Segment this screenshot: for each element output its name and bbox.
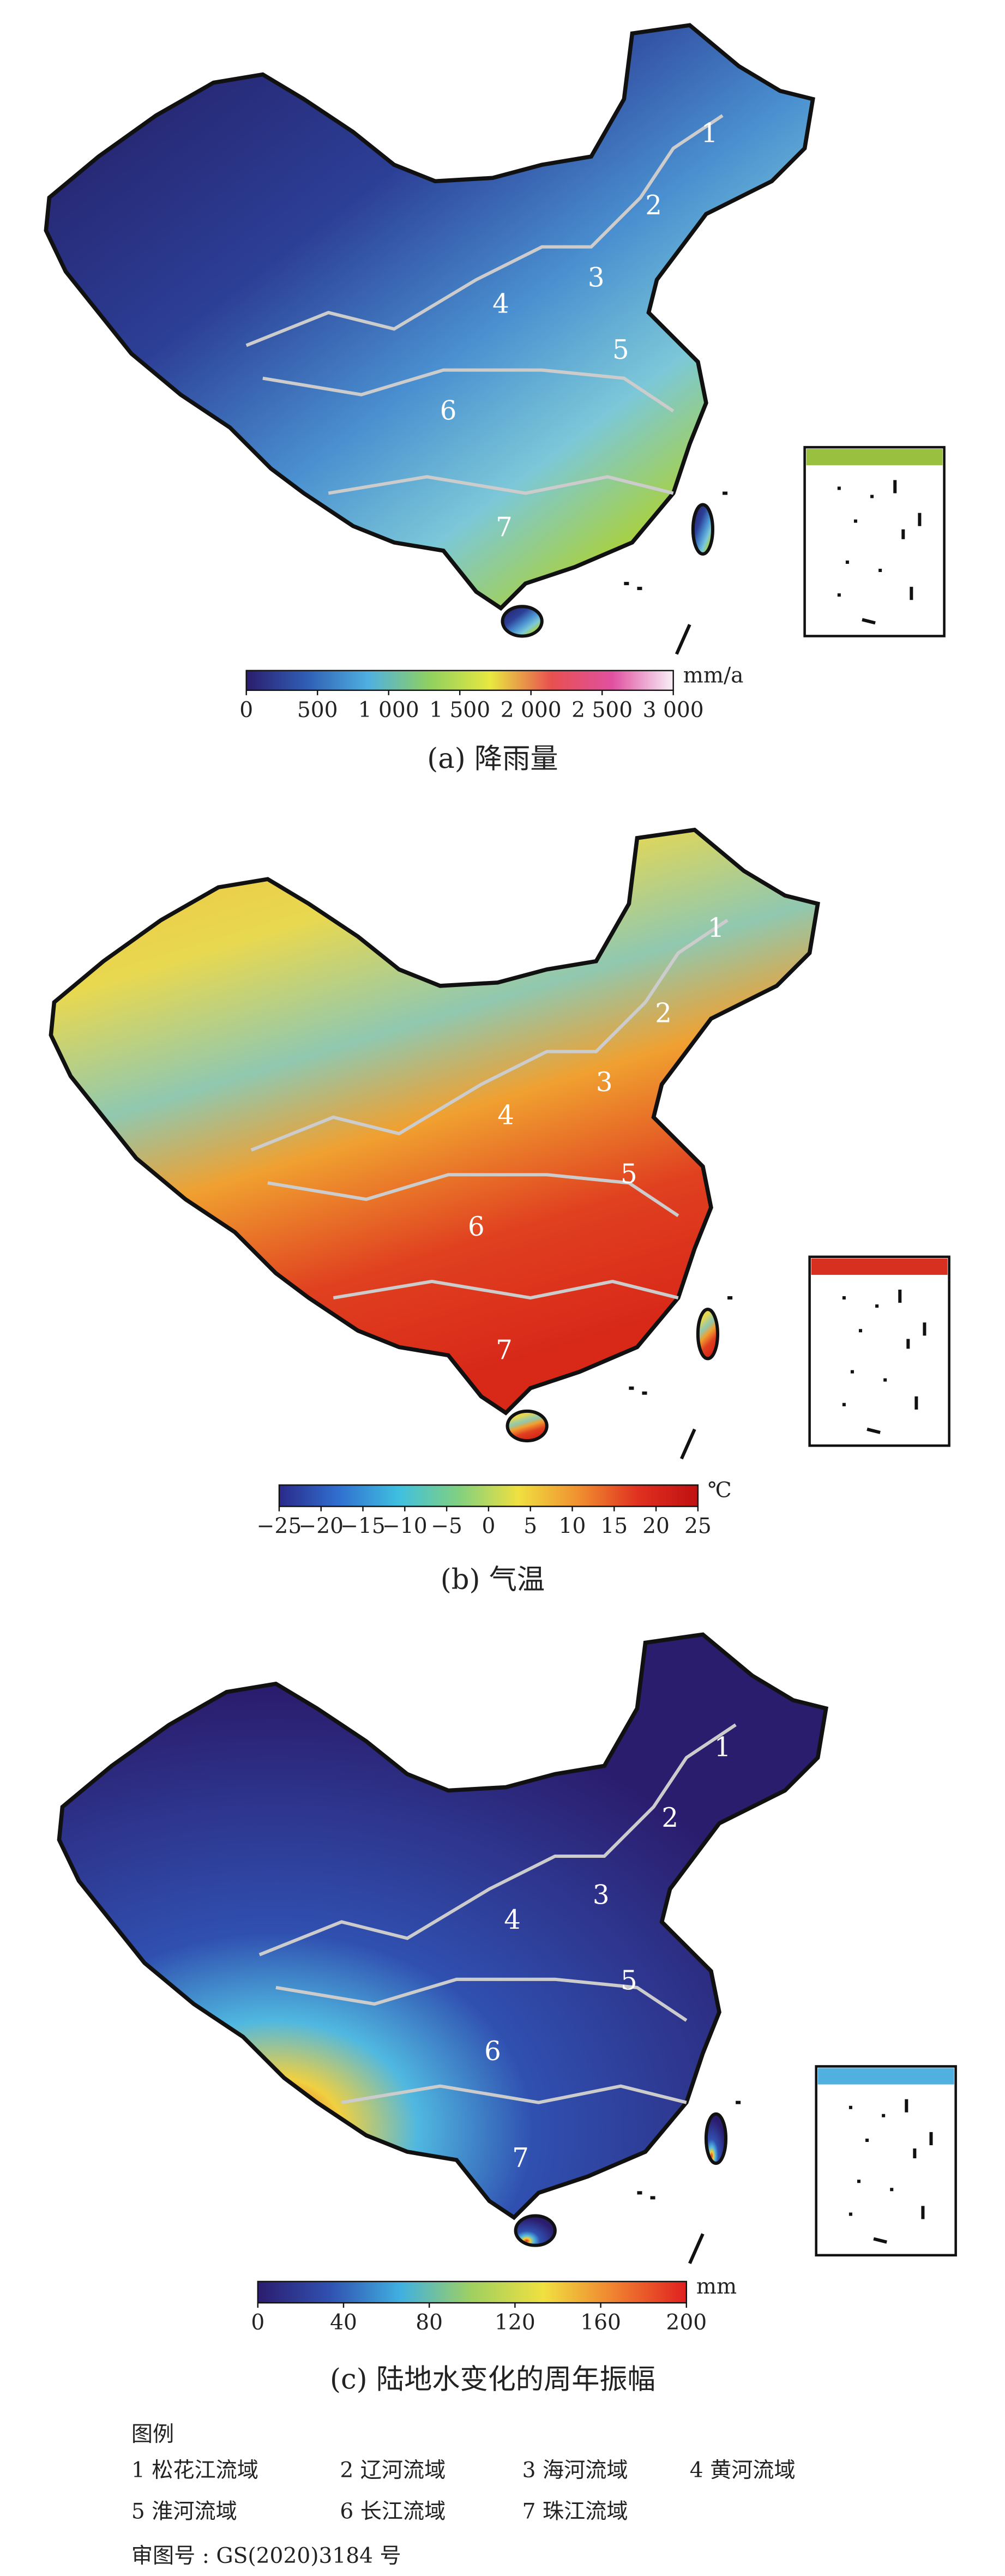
colorbar-unit: ℃ [708,1478,732,1502]
inset-map [805,447,944,636]
region-label: 5 [612,335,629,365]
map-a [46,25,944,654]
region-label: 7 [512,2143,529,2174]
colorbar-tick-label: 500 [297,698,338,723]
colorbar-tick-label: −5 [431,1514,462,1539]
region-label: 6 [440,395,457,426]
colorbar-tick-label: 0 [251,2310,264,2335]
legend-item: 4 黄河流域 [690,2458,796,2483]
region-label: 3 [588,262,605,293]
legend-item: 5 淮河流域 [131,2500,237,2524]
colorbar-tick-label: −10 [382,1514,428,1539]
colorbar-tick-label: 40 [330,2310,357,2335]
legend-item: 6 长江流域 [340,2500,446,2524]
region-label: 1 [714,1732,731,1763]
colorbar-tick-label: 3 000 [643,698,704,723]
caption: (b) 气温 [441,1563,545,1596]
region-label: 3 [596,1067,613,1098]
caption: (a) 降雨量 [427,742,558,775]
colorbar-tick-label: −15 [340,1514,386,1539]
colorbar-tick-label: 2 000 [501,698,562,723]
region-label: 7 [496,1335,513,1365]
colorbar-tick-label: −20 [298,1514,344,1539]
colorbar-tick-label: 1 500 [429,698,490,723]
region-label: 2 [655,998,672,1029]
colorbar-tick-label: 15 [600,1514,628,1539]
colorbar [278,1484,699,1507]
colorbar-tick-label: 2 500 [571,698,633,723]
approval-number: 审图号 : GS(2020)3184 号 [131,2544,401,2568]
colorbar-unit: mm [696,2274,737,2299]
colorbar-tick-label: 5 [523,1514,537,1539]
region-label: 2 [645,190,662,221]
region-label: 4 [497,1100,514,1130]
legend-item: 3 海河流域 [522,2458,628,2483]
region-label: 6 [484,2036,501,2067]
inset-map [816,2066,956,2255]
legend-item: 7 珠江流域 [522,2500,628,2524]
colorbar [245,670,674,691]
colorbar-tick-label: 0 [239,698,253,723]
colorbar-tick-label: −25 [257,1514,302,1539]
colorbar-unit: mm/a [683,664,744,688]
region-label: 5 [621,1159,637,1190]
region-label: 1 [701,118,718,148]
colorbar-tick-label: 25 [684,1514,712,1539]
legend-item: 2 辽河流域 [340,2458,446,2483]
colorbar-tick-label: 200 [666,2310,707,2335]
caption: (c) 陆地水变化的周年振幅 [330,2363,655,2396]
region-label: 2 [661,1803,678,1833]
region-label: 3 [593,1880,610,1911]
colorbar-tick-label: 0 [482,1514,495,1539]
colorbar-tick-label: 80 [416,2310,443,2335]
map-shape [46,25,813,654]
inset-land [806,449,943,466]
map-c [59,1634,826,2263]
region-label: 1 [708,913,725,943]
map-shape [59,1634,826,2263]
legend-title: 图例 [131,2422,174,2447]
map-b [51,830,817,1459]
region-label: 7 [496,512,513,543]
region-label: 4 [492,289,509,320]
legend-item: 1 松花江流域 [131,2458,258,2483]
colorbar-tick-label: 10 [559,1514,586,1539]
colorbar-tick-label: 1 000 [358,698,419,723]
map-shape [51,830,817,1459]
inset-land [811,1258,948,1275]
inset-land [817,2068,954,2085]
inset-map [810,1257,949,1446]
colorbar-tick-label: 20 [642,1514,670,1539]
colorbar-tick-label: 120 [495,2310,535,2335]
colorbar [257,2280,687,2304]
region-label: 4 [504,1905,521,1935]
colorbar-tick-label: 160 [580,2310,621,2335]
region-label: 5 [621,1965,637,1996]
region-label: 6 [468,1212,485,1242]
